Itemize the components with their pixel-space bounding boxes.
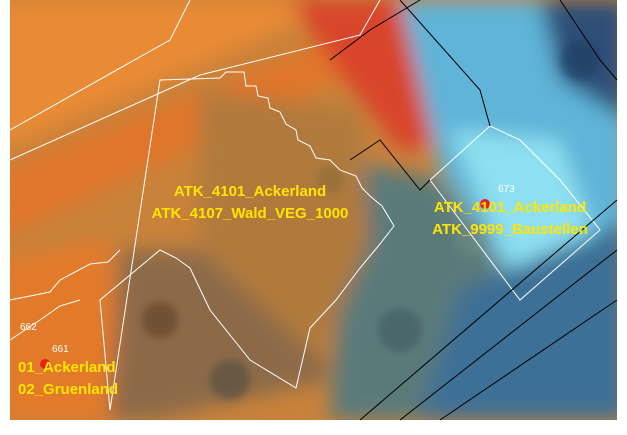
- boundary-line: [559, 0, 618, 81]
- parcel-label: 01_Ackerland: [18, 359, 116, 376]
- parcel-label: 02_Gruenland: [18, 381, 118, 398]
- point-marker: [40, 359, 50, 369]
- parcel-label: ATK_4101_Ackerland: [434, 199, 586, 216]
- boundary-line: [349, 139, 431, 191]
- parcel-label: ATK_9999_Baustellen: [432, 221, 588, 238]
- boundary-lines: [329, 0, 618, 421]
- parcel-line: [9, 299, 81, 341]
- parcel-line: [9, 249, 121, 301]
- parcel-number: 662: [20, 322, 37, 333]
- parcel-number: 673: [498, 184, 515, 195]
- imagery: [10, 0, 617, 420]
- point-marker: [480, 199, 490, 209]
- parcel-label: ATK_4101_Ackerland: [174, 183, 326, 200]
- parcel-number: 661: [52, 344, 69, 355]
- parcel-line: [99, 71, 395, 411]
- parcel-line: [9, 0, 381, 161]
- boundary-line: [399, 0, 491, 127]
- boundary-line: [329, 0, 421, 61]
- boundary-line: [359, 199, 618, 421]
- boundary-line: [399, 249, 618, 421]
- parcel-line: [9, 0, 191, 131]
- parcel-outlines: [9, 0, 601, 411]
- boundary-line: [439, 299, 618, 421]
- parcel-label: ATK_4107_Wald_VEG_1000: [152, 205, 349, 222]
